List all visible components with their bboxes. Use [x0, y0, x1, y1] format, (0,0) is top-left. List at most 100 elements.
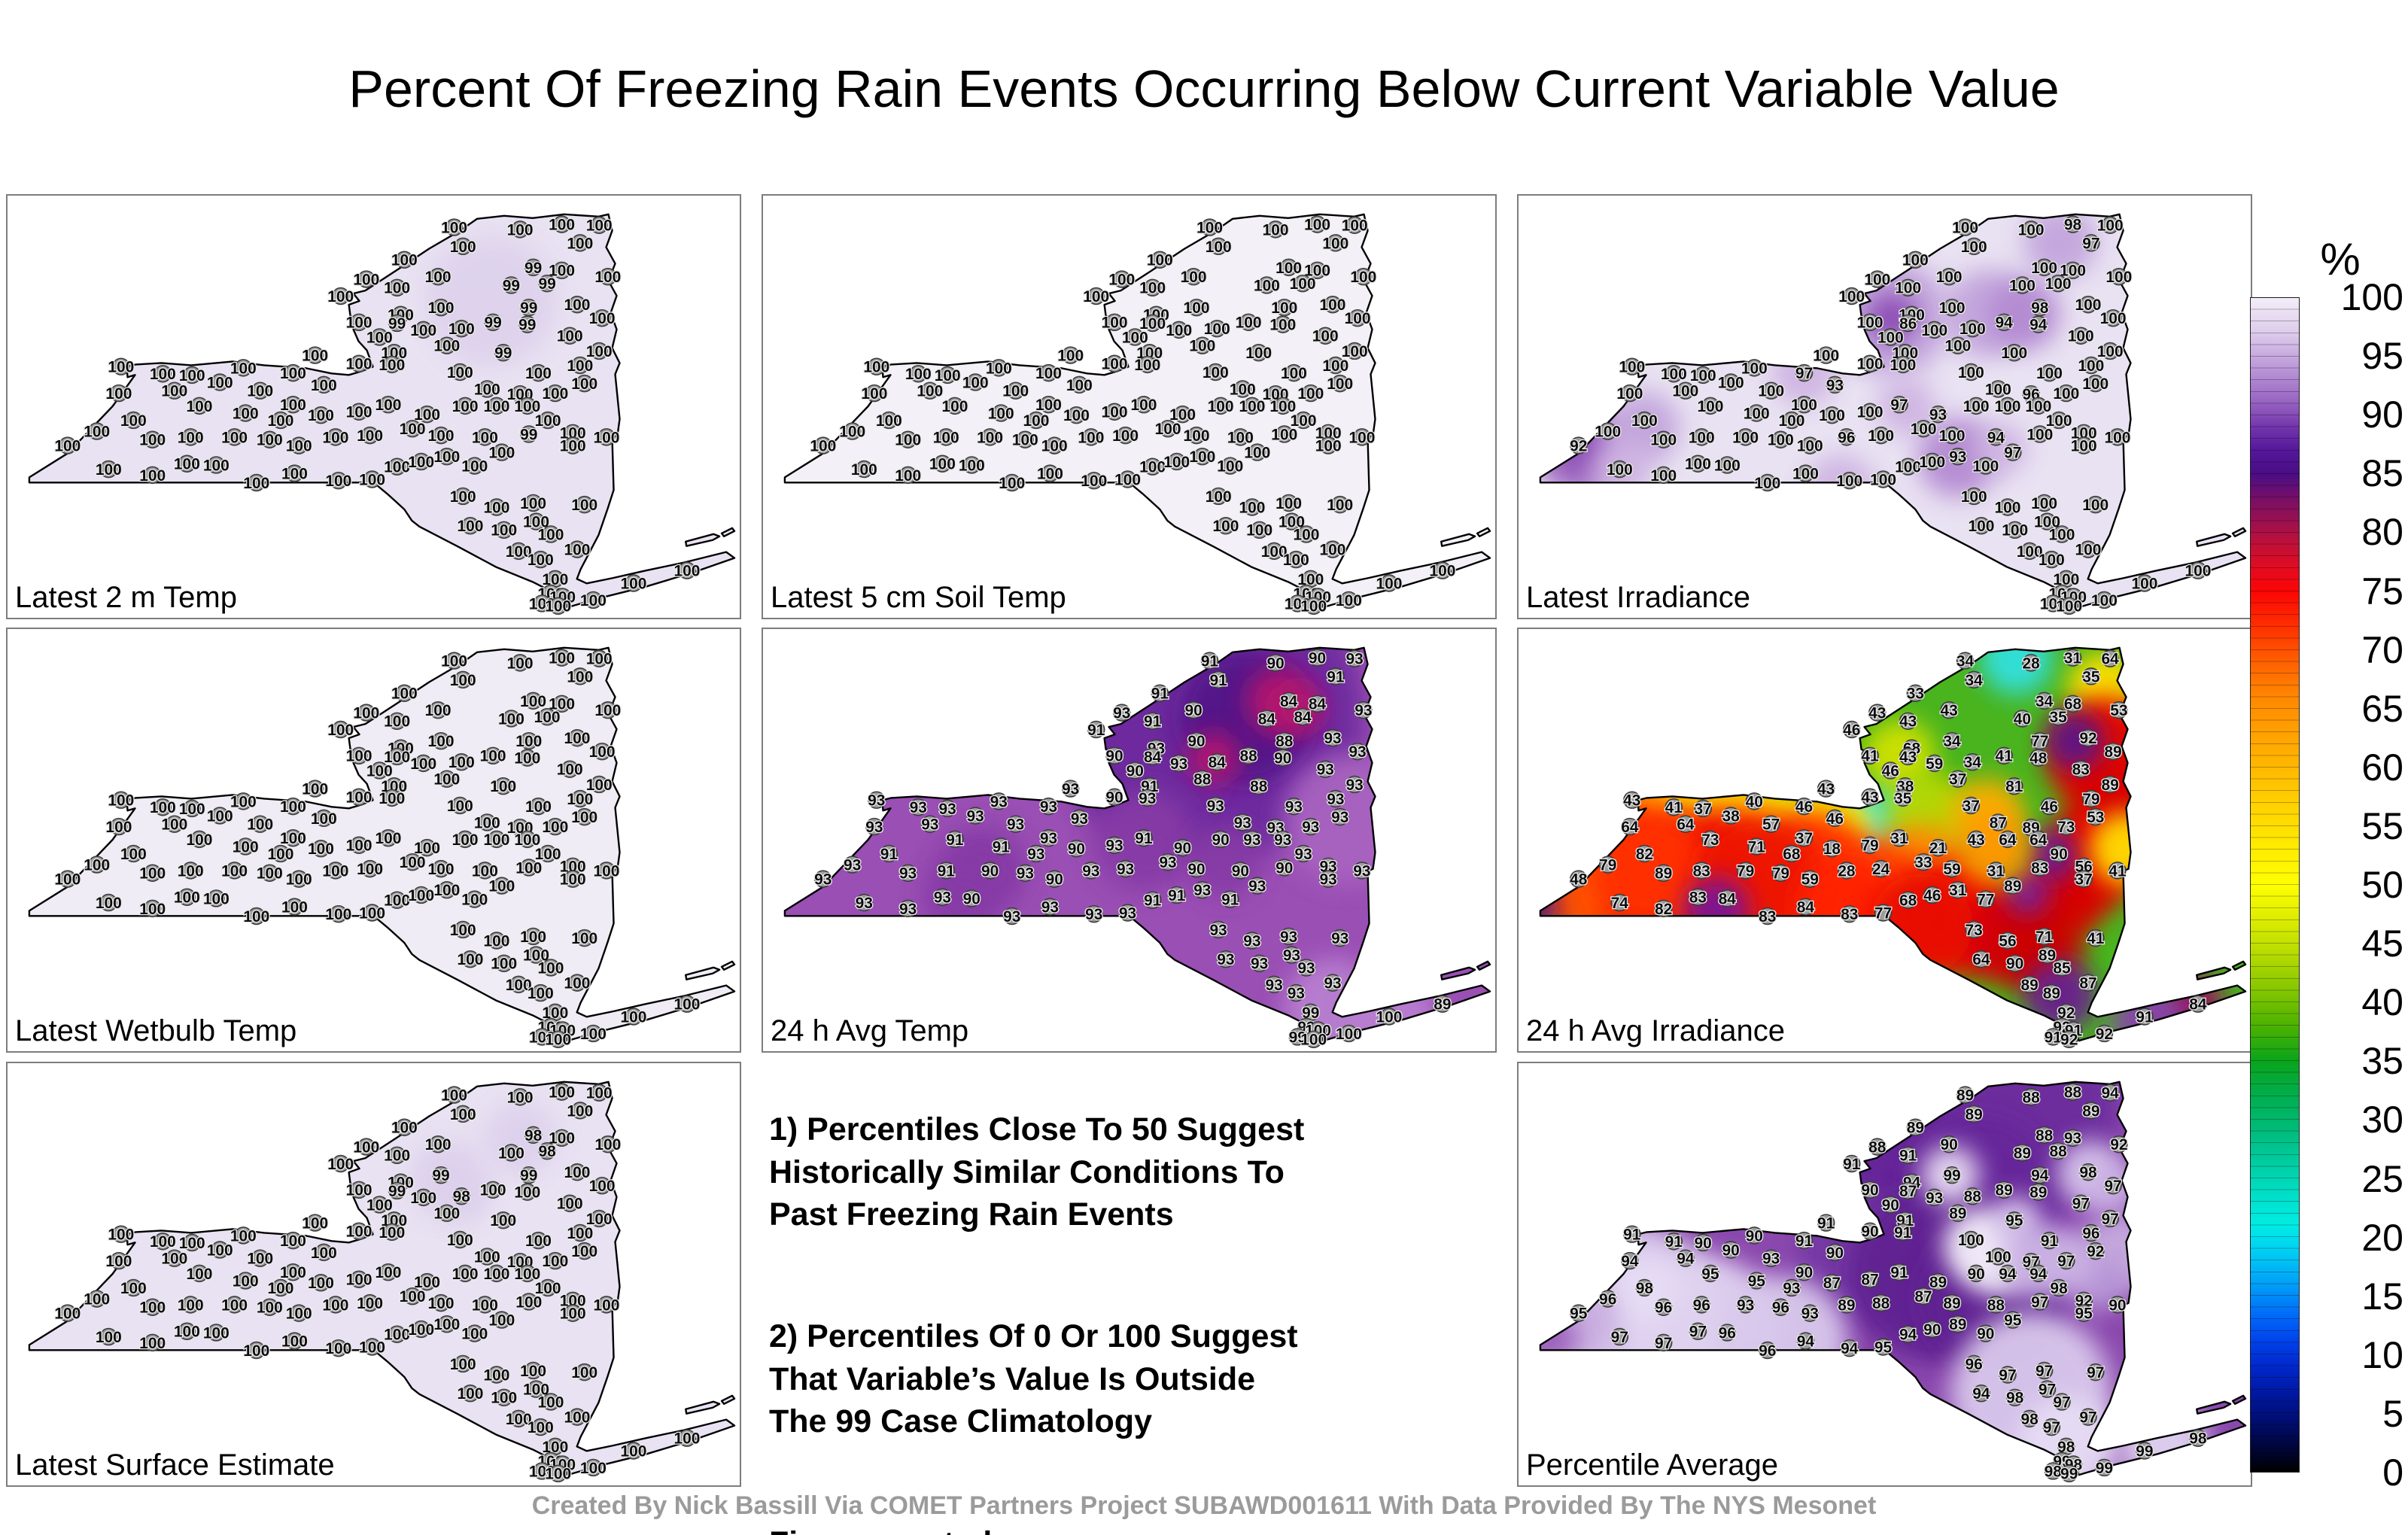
station-value: 90 [1187, 861, 1205, 878]
station-marker [593, 1176, 611, 1195]
station-value: 100 [542, 385, 568, 403]
station-value: 100 [515, 1293, 542, 1311]
station-value: 100 [2025, 398, 2051, 415]
station-value: 88 [1964, 1188, 1981, 1205]
station-marker [1294, 707, 1312, 726]
station-value: 100 [542, 819, 568, 836]
station-marker [1067, 406, 1086, 424]
station-marker [383, 1223, 401, 1242]
station-value: 100 [1315, 438, 1342, 455]
station-marker [2189, 995, 2207, 1013]
station-marker [110, 384, 128, 403]
station-marker [2029, 1183, 2048, 1201]
station-value: 100 [366, 1196, 393, 1214]
station-value: 100 [1650, 432, 1677, 449]
colorbar-tick-label: 45 [2361, 923, 2403, 965]
station-value: 93 [1040, 830, 1057, 847]
station-value: 97 [1689, 1324, 1707, 1341]
station-value: 100 [280, 365, 306, 382]
station-marker [1999, 397, 2017, 415]
station-value: 100 [1958, 364, 1984, 381]
station-marker [1126, 761, 1145, 780]
station-marker [2049, 1141, 2067, 1160]
station-value: 100 [1012, 432, 1038, 449]
station-value: 100 [1202, 364, 1229, 381]
station-value: 43 [1940, 702, 1957, 719]
station-value: 100 [346, 748, 372, 765]
station-value: 100 [433, 448, 460, 466]
station-value: 100 [461, 458, 488, 476]
station-marker [429, 701, 447, 719]
station-value: 56 [1999, 933, 2016, 950]
colorbar-segment-lines [2250, 297, 2300, 1473]
station-value: 99 [1943, 1167, 1960, 1184]
station-marker [1977, 457, 1995, 475]
station-value: 100 [280, 397, 306, 414]
station-marker [1139, 789, 1157, 807]
station-marker [2004, 1311, 2022, 1329]
station-value: 100 [375, 1264, 402, 1281]
station-marker [2050, 844, 2068, 863]
station-marker [1861, 1222, 1879, 1240]
station-marker [178, 1322, 196, 1340]
station-value: 100 [2045, 275, 2072, 293]
notes-block: 1) Percentiles Close To 50 Suggest Histo… [769, 1065, 1491, 1535]
station-marker [584, 591, 603, 609]
station-value: 100 [414, 840, 440, 857]
station-marker [451, 1230, 470, 1249]
station-value: 100 [1985, 381, 2011, 398]
station-marker [1302, 817, 1320, 836]
station-value: 91 [1327, 668, 1345, 685]
station-marker [1783, 411, 1801, 430]
panel-24h-avg-temp: 91 90 90 93 91 91 91 84 84 93 93 91 90 84 84 91 90 88 93 93… [762, 628, 1497, 1053]
station-marker [1039, 363, 1058, 382]
station-marker [2095, 1024, 2114, 1043]
panel-label: Latest Irradiance [1526, 581, 1750, 614]
station-value: 99 [2096, 1460, 2113, 1477]
station-value: 92 [2096, 1026, 2113, 1043]
station-value: 99 [494, 345, 512, 362]
station-value: 99 [524, 260, 542, 277]
station-marker [2060, 597, 2078, 616]
station-value: 64 [1972, 951, 1990, 968]
station-value: 100 [1972, 458, 1999, 476]
station-marker [1890, 395, 1908, 414]
station-marker [1989, 380, 2008, 398]
station-marker [966, 373, 984, 391]
station-marker [524, 258, 543, 277]
station-marker [1771, 1298, 1790, 1316]
station-marker [568, 729, 586, 747]
station-value: 100 [207, 374, 233, 391]
station-marker [2079, 296, 2097, 314]
station-value: 97 [2053, 1394, 2070, 1411]
station-value: 100 [567, 1102, 593, 1120]
station-value: 93 [899, 865, 917, 883]
station-value: 100 [2060, 263, 2086, 280]
station-marker [1339, 1024, 1358, 1043]
station-value: 93 [934, 889, 951, 907]
station-marker [1354, 267, 1373, 286]
station-value: 100 [959, 457, 985, 474]
station-value: 100 [302, 1215, 328, 1233]
station-marker [2029, 749, 2048, 767]
station-value: 91 [1843, 1156, 1861, 1173]
station-marker [1206, 796, 1225, 815]
station-marker [2038, 512, 2057, 530]
note-2: 2) Percentiles Of 0 Or 100 Suggest That … [769, 1318, 1298, 1440]
station-value: 100 [520, 929, 546, 946]
station-value: 91 [880, 846, 898, 863]
station-value: 100 [243, 475, 269, 492]
station-marker [2029, 830, 2048, 849]
station-value: 100 [105, 1253, 132, 1270]
station-marker [1275, 425, 1294, 443]
station-value: 93 [1331, 809, 1348, 826]
station-value: 83 [1693, 862, 1710, 880]
station-marker [531, 1418, 550, 1436]
station-value: 100 [2097, 343, 2124, 360]
station-value: 94 [1841, 1340, 1859, 1357]
station-value: 83 [2031, 859, 2048, 877]
station-marker [260, 864, 279, 882]
station-marker [124, 844, 143, 863]
station-value: 100 [384, 280, 410, 297]
